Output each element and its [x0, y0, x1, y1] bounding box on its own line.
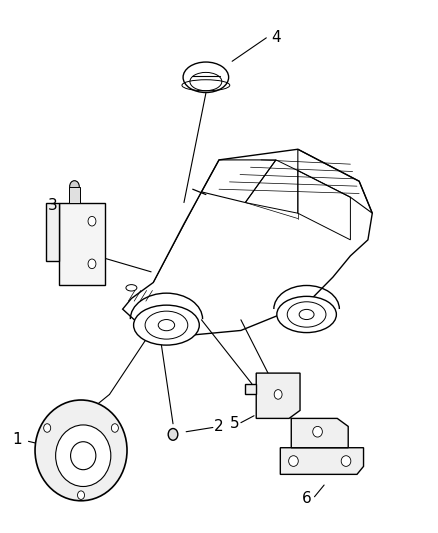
Ellipse shape — [111, 424, 118, 432]
Text: 5: 5 — [230, 416, 239, 431]
Ellipse shape — [274, 390, 282, 399]
Ellipse shape — [134, 305, 199, 345]
Ellipse shape — [313, 426, 322, 437]
Ellipse shape — [88, 259, 96, 269]
Ellipse shape — [78, 491, 85, 499]
Ellipse shape — [35, 400, 127, 501]
Text: 1: 1 — [13, 432, 22, 447]
Ellipse shape — [277, 296, 336, 333]
Text: 2: 2 — [214, 419, 224, 434]
Polygon shape — [280, 448, 364, 474]
Polygon shape — [46, 203, 59, 261]
Polygon shape — [256, 373, 300, 418]
Ellipse shape — [88, 216, 96, 226]
Ellipse shape — [70, 181, 79, 192]
Polygon shape — [291, 418, 348, 448]
Ellipse shape — [289, 456, 298, 466]
Text: 4: 4 — [271, 30, 281, 45]
Polygon shape — [59, 203, 105, 285]
Polygon shape — [245, 384, 256, 394]
Text: 6: 6 — [302, 491, 311, 506]
Text: 3: 3 — [48, 198, 57, 213]
FancyBboxPatch shape — [69, 187, 80, 203]
Ellipse shape — [168, 429, 178, 440]
Ellipse shape — [56, 425, 111, 487]
Ellipse shape — [44, 424, 51, 432]
Ellipse shape — [341, 456, 351, 466]
